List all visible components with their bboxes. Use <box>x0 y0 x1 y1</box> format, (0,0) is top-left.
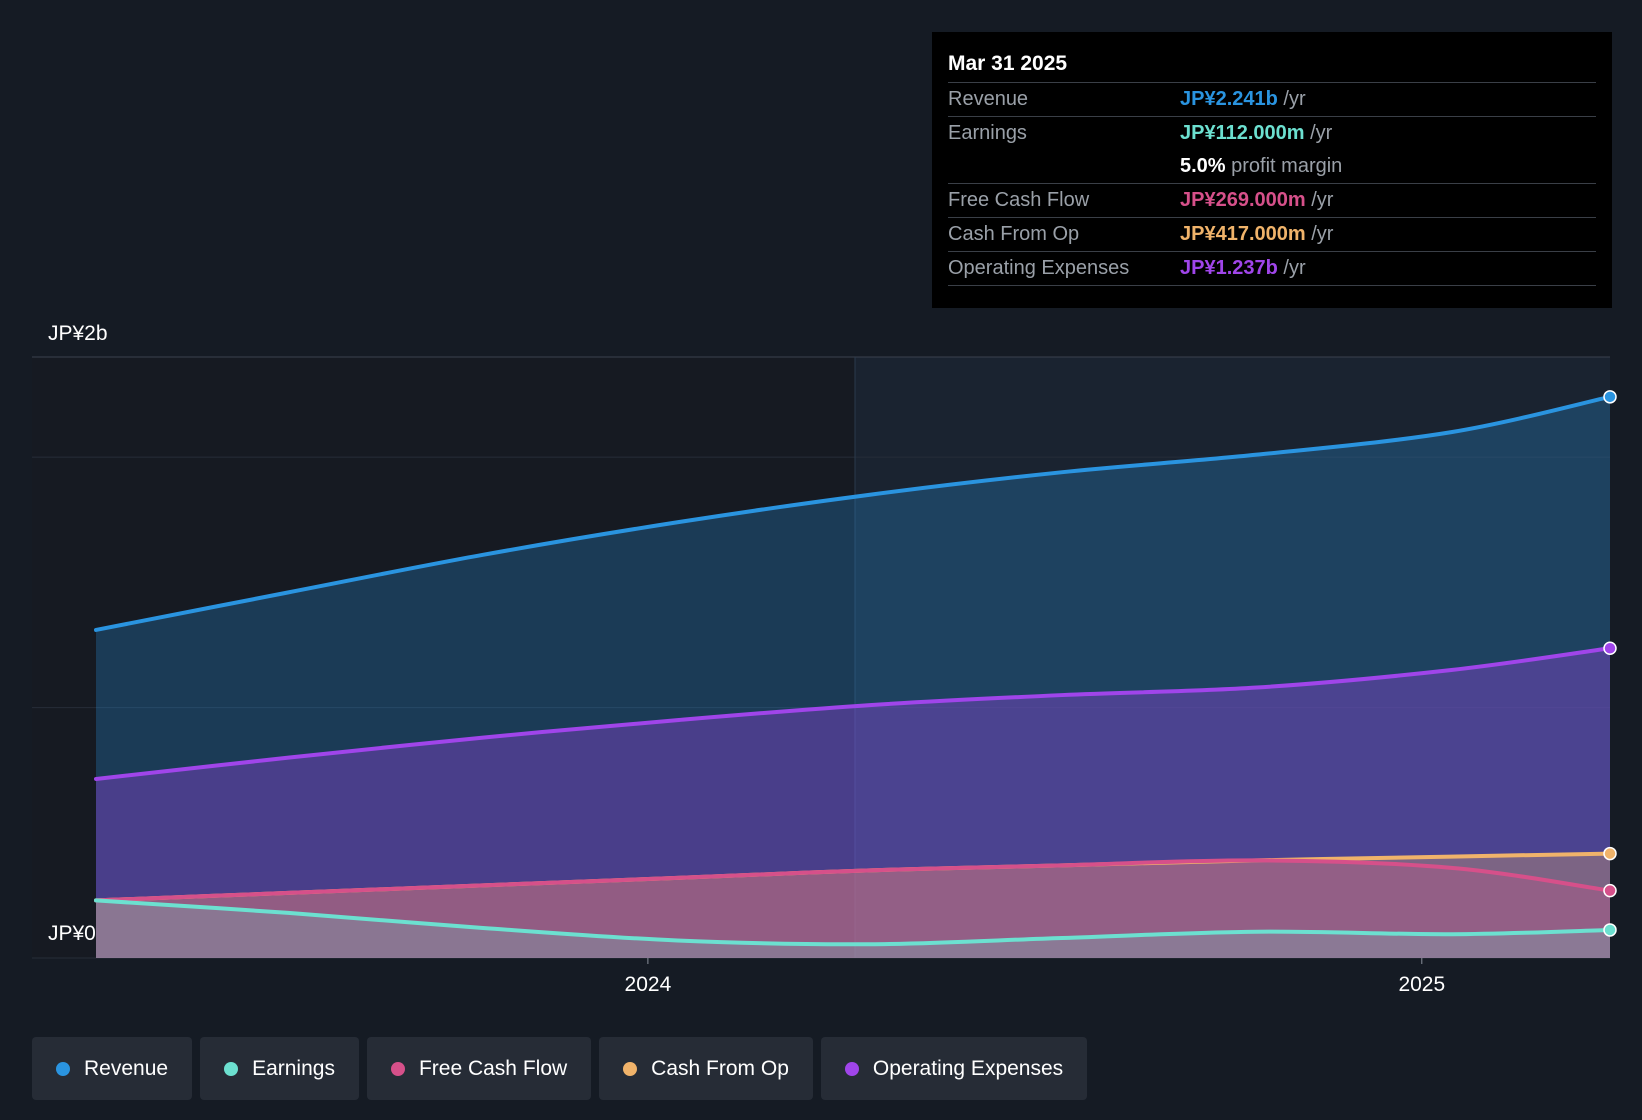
tooltip-row: Revenue JP¥2.241b /yr <box>948 83 1596 117</box>
tooltip-unit: /yr <box>1305 189 1334 211</box>
earnings-area <box>96 900 1610 958</box>
tooltip-number: JP¥2.241b <box>1180 88 1278 110</box>
tooltip-unit: /yr <box>1277 88 1306 110</box>
earnings-endpoint <box>1603 923 1617 937</box>
tooltip-unit: profit margin <box>1225 155 1343 177</box>
tooltip-number: JP¥269.000m <box>1180 189 1306 211</box>
legend-dot-icon <box>390 1061 405 1076</box>
tooltip-row: Free Cash Flow JP¥269.000m /yr <box>948 184 1596 218</box>
legend-label: Free Cash Flow <box>418 1056 568 1080</box>
tooltip-date: Mar 31 2025 <box>948 46 1596 83</box>
legend-dot-icon <box>623 1061 638 1076</box>
legend: Revenue Earnings Free Cash Flow Cash From O… <box>32 1037 1088 1100</box>
legend-item-cash-from-op[interactable]: Cash From Op <box>599 1037 813 1100</box>
y-tick-label-top: JP¥2b <box>48 322 108 345</box>
gridlines <box>32 356 1610 959</box>
tooltip-row: Cash From Op JP¥417.000m /yr <box>948 218 1596 252</box>
cash-from-op-endpoint <box>1603 846 1617 861</box>
tooltip-number: JP¥112.000m <box>1180 122 1305 144</box>
revenue-endpoint <box>1603 390 1617 404</box>
legend-item-revenue[interactable]: Revenue <box>32 1037 193 1100</box>
earnings-line <box>94 898 1612 947</box>
series-lines <box>94 394 1612 947</box>
tooltip-label: Cash From Op <box>948 223 1080 245</box>
legend-item-free-cash-flow[interactable]: Free Cash Flow <box>366 1037 592 1100</box>
legend-label: Operating Expenses <box>872 1056 1064 1080</box>
free-cash-flow-line <box>94 858 1612 903</box>
tooltip-label: Free Cash Flow <box>948 189 1090 211</box>
tooltip-label <box>948 150 1180 183</box>
tooltip-value: JP¥2.241b /yr <box>1180 83 1306 116</box>
tooltip-label: Operating Expenses <box>948 257 1130 279</box>
tooltip-value: 5.0% profit margin <box>1180 150 1342 183</box>
legend-label: Earnings <box>252 1056 335 1080</box>
revenue-line <box>94 394 1612 632</box>
x-tick-label: 2024 <box>625 973 672 996</box>
legend-dot-icon <box>56 1061 70 1076</box>
tooltip-number: JP¥1.237b <box>1180 257 1278 279</box>
revenue-area <box>96 396 1610 958</box>
free-cash-flow-endpoint <box>1603 883 1617 898</box>
tooltip-unit: /yr <box>1305 223 1334 245</box>
tooltip-row: Operating Expenses JP¥1.237b /yr <box>948 252 1596 286</box>
tooltip-number: 5.0% <box>1180 155 1226 177</box>
tooltip-number: JP¥417.000m <box>1180 223 1306 245</box>
tooltip: Mar 31 2025 Revenue JP¥2.241b /yr Earnings… <box>932 32 1612 308</box>
tooltip-row: Earnings JP¥112.000m /yr <box>948 117 1596 150</box>
operating-expenses-area <box>96 648 1610 958</box>
x-axis: 2024 2025 <box>625 958 1445 996</box>
series-areas <box>96 396 1610 958</box>
tooltip-row: 5.0% profit margin <box>948 150 1596 184</box>
y-tick-label-zero: JP¥0 <box>48 922 96 945</box>
legend-item-operating-expenses[interactable]: Operating Expenses <box>820 1037 1088 1100</box>
legend-dot-icon <box>844 1061 859 1076</box>
legend-label: Cash From Op <box>651 1056 789 1080</box>
tooltip-label: Revenue <box>948 88 1029 110</box>
tooltip-value: JP¥417.000m /yr <box>1180 218 1333 251</box>
operating-expenses-endpoint <box>1603 641 1617 655</box>
tooltip-value: JP¥1.237b /yr <box>1180 252 1306 285</box>
tooltip-value: JP¥269.000m /yr <box>1180 184 1333 217</box>
operating-expenses-line <box>94 646 1612 781</box>
series-endpoints <box>1603 390 1617 937</box>
tooltip-unit: /yr <box>1277 257 1306 279</box>
legend-dot-icon <box>224 1061 239 1076</box>
tooltip-label: Earnings <box>948 122 1027 144</box>
legend-item-earnings[interactable]: Earnings <box>200 1037 359 1100</box>
legend-label: Revenue <box>84 1056 169 1080</box>
tooltip-unit: /yr <box>1304 122 1333 144</box>
x-tick-label: 2025 <box>1398 973 1445 996</box>
tooltip-value: JP¥112.000m /yr <box>1180 117 1332 150</box>
